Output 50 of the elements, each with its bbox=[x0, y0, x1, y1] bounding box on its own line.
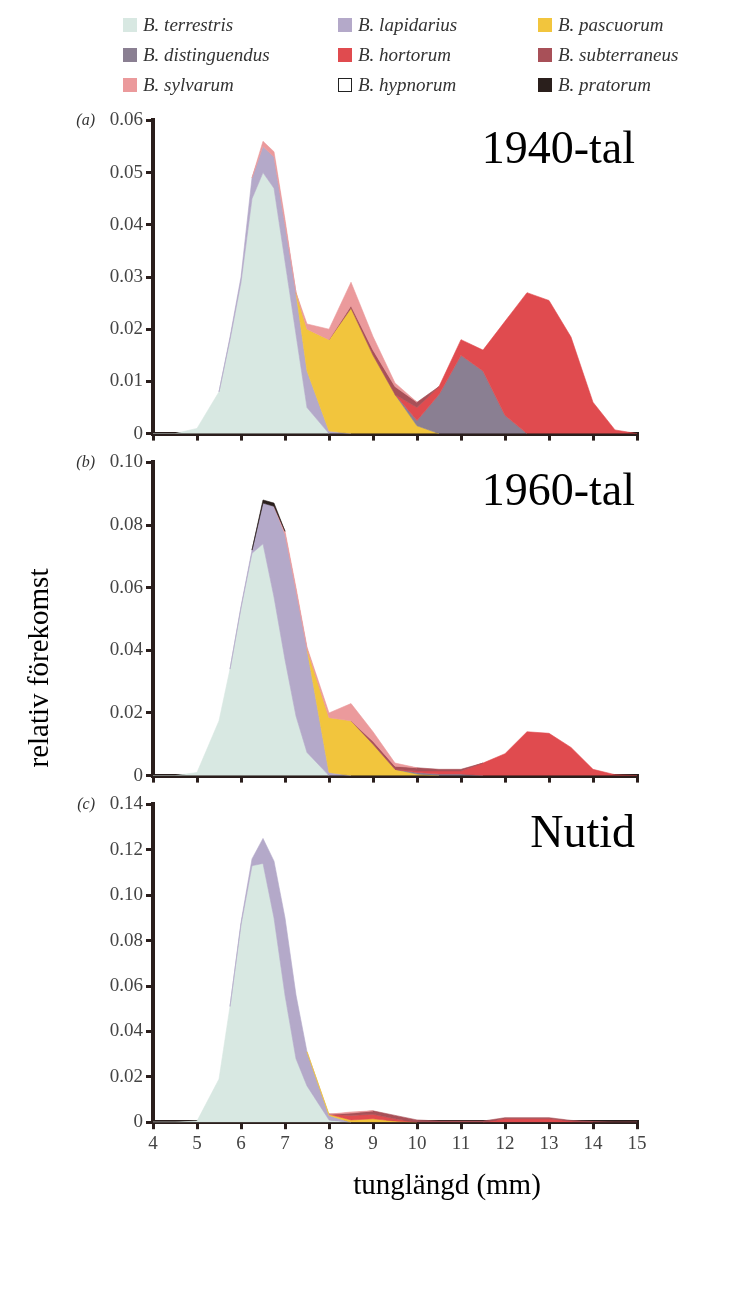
x-tick-label: 14 bbox=[583, 1131, 603, 1153]
legend-label: B. hortorum bbox=[358, 44, 451, 66]
y-tick-label: 0 bbox=[133, 763, 143, 785]
y-tick-label: 0.06 bbox=[109, 575, 143, 597]
text: (a) bbox=[76, 110, 95, 129]
y-tick-label: 0.01 bbox=[109, 369, 143, 391]
y-tick-label: 0.06 bbox=[109, 973, 143, 995]
x-tick-label: 4 bbox=[148, 1131, 159, 1153]
y-tick-label: 0.08 bbox=[109, 928, 143, 950]
y-tick-label: 0.06 bbox=[109, 108, 143, 130]
x-tick-label: 7 bbox=[280, 1131, 290, 1153]
legend-label: B. distinguendus bbox=[143, 44, 270, 66]
chart-title: Nutid bbox=[530, 806, 635, 858]
legend-label: B. pratorum bbox=[558, 74, 651, 96]
y-tick-label: 0.10 bbox=[109, 450, 143, 472]
y-tick-label: 0.02 bbox=[109, 700, 143, 722]
y-tick-label: 0.10 bbox=[109, 883, 143, 905]
x-tick-label: 5 bbox=[192, 1131, 202, 1153]
y-tick-label: 0.03 bbox=[109, 264, 143, 286]
y-tick-label: 0.04 bbox=[109, 212, 144, 234]
y-tick-label: 0 bbox=[133, 421, 143, 443]
x-tick-label: 6 bbox=[236, 1131, 246, 1153]
legend-label: B. subterraneus bbox=[558, 44, 679, 66]
y-tick-label: 0.05 bbox=[109, 160, 143, 182]
x-tick-label: 15 bbox=[627, 1131, 647, 1153]
y-tick-label: 0.14 bbox=[109, 792, 144, 814]
y-tick-label: 0.04 bbox=[109, 638, 144, 660]
legend-label: B. hypnorum bbox=[358, 74, 457, 96]
x-tick-label: 13 bbox=[539, 1131, 559, 1153]
legend-label: B. sylvarum bbox=[143, 74, 234, 96]
legend-label: B. lapidarius bbox=[358, 14, 458, 36]
x-tick-label: 12 bbox=[495, 1131, 515, 1153]
chart-title: 1940-tal bbox=[481, 122, 635, 174]
y-tick-label: 0.08 bbox=[109, 513, 143, 535]
x-tick-label: 10 bbox=[407, 1131, 427, 1153]
y-axis-title: relativ förekomst bbox=[21, 568, 55, 768]
x-tick-label: 11 bbox=[451, 1131, 471, 1153]
y-tick-label: 0 bbox=[133, 1110, 143, 1132]
x-tick-label: 8 bbox=[324, 1131, 334, 1153]
legend-label: B. pascuorum bbox=[558, 14, 664, 36]
text: (c) bbox=[77, 794, 95, 813]
y-tick-label: 0.04 bbox=[109, 1019, 144, 1041]
x-axis-title: tunglängd (mm) bbox=[352, 1168, 542, 1201]
chart-title: 1960-tal bbox=[481, 464, 635, 516]
y-tick-label: 0.02 bbox=[109, 1064, 143, 1086]
x-tick-label: 9 bbox=[368, 1131, 378, 1153]
legend-label: B. terrestris bbox=[143, 14, 234, 36]
y-tick-label: 0.02 bbox=[109, 317, 143, 339]
y-tick-label: 0.12 bbox=[109, 837, 143, 859]
text: (b) bbox=[76, 452, 95, 471]
